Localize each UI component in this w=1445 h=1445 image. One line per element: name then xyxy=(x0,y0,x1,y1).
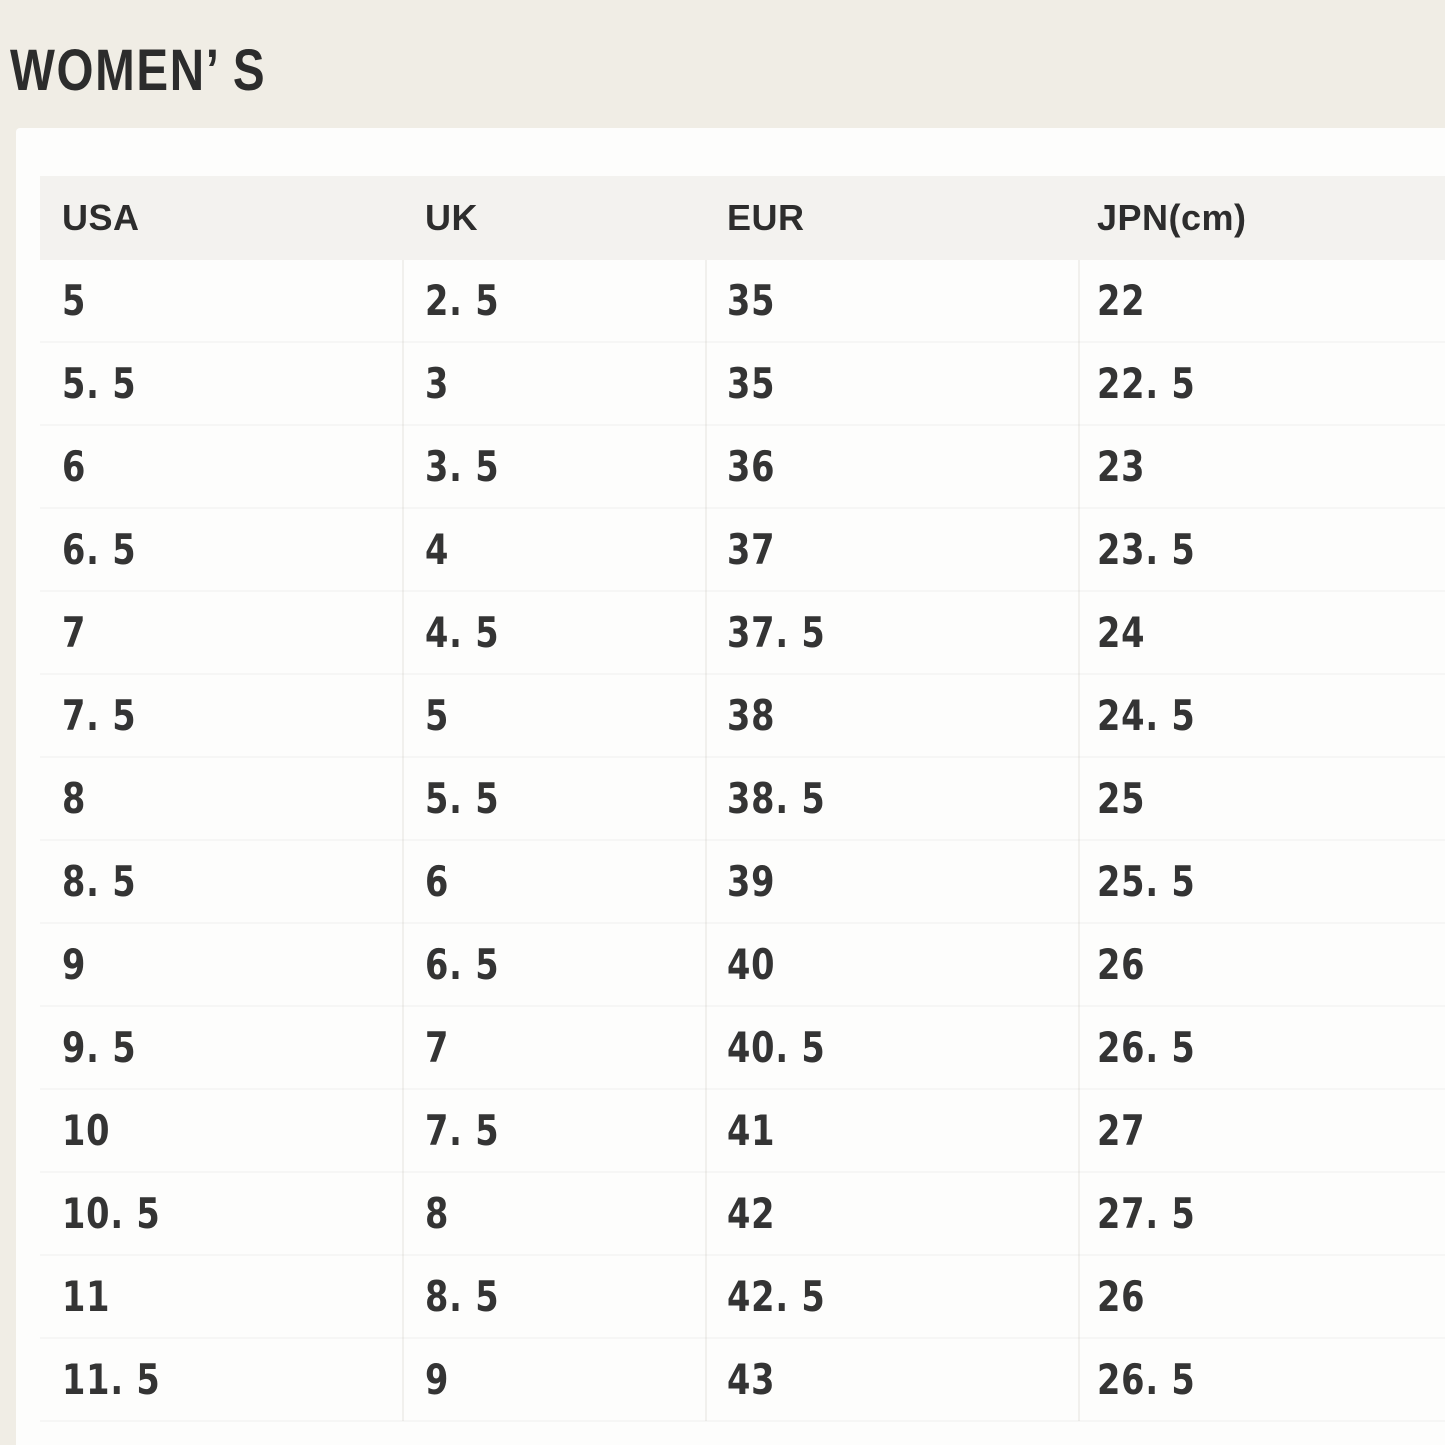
cell-usa: 11. 5 xyxy=(62,1355,161,1404)
cell-usa: 8 xyxy=(62,774,87,823)
cell-uk: 7 xyxy=(425,1023,450,1072)
table-row: 9. 5 7 40. 5 26. 5 xyxy=(40,1007,1445,1090)
cell-uk: 7. 5 xyxy=(425,1106,500,1155)
cell-uk: 4 xyxy=(425,525,450,574)
cell-uk: 3. 5 xyxy=(425,442,500,491)
cell-uk: 9 xyxy=(425,1355,450,1404)
cell-eur: 42. 5 xyxy=(727,1272,826,1321)
cell-eur: 37. 5 xyxy=(727,608,826,657)
size-chart-card: USA UK EUR JPN(cm) 5 2. 5 35 22 5. 5 3 3… xyxy=(16,128,1445,1445)
table-body: 5 2. 5 35 22 5. 5 3 35 22. 5 6 3. 5 36 2… xyxy=(40,260,1445,1422)
cell-usa: 8. 5 xyxy=(62,857,137,906)
cell-eur: 40 xyxy=(727,940,776,989)
table-row: 6 3. 5 36 23 xyxy=(40,426,1445,509)
column-divider xyxy=(402,260,404,1421)
table-row: 5. 5 3 35 22. 5 xyxy=(40,343,1445,426)
cell-jpn: 23 xyxy=(1097,442,1146,491)
page-title: WOMEN’ S xyxy=(10,38,267,103)
table-row: 7 4. 5 37. 5 24 xyxy=(40,592,1445,675)
column-header-eur: EUR xyxy=(727,197,805,238)
table-row: 8. 5 6 39 25. 5 xyxy=(40,841,1445,924)
cell-jpn: 23. 5 xyxy=(1097,525,1196,574)
cell-eur: 35 xyxy=(727,359,776,408)
cell-uk: 6 xyxy=(425,857,450,906)
cell-jpn: 27. 5 xyxy=(1097,1189,1196,1238)
cell-eur: 42 xyxy=(727,1189,776,1238)
cell-jpn: 24 xyxy=(1097,608,1146,657)
table-header-row: USA UK EUR JPN(cm) xyxy=(40,176,1445,260)
cell-usa: 6. 5 xyxy=(62,525,137,574)
cell-uk: 2. 5 xyxy=(425,276,500,325)
cell-eur: 36 xyxy=(727,442,776,491)
table-row: 11. 5 9 43 26. 5 xyxy=(40,1339,1445,1422)
cell-eur: 41 xyxy=(727,1106,776,1155)
cell-eur: 35 xyxy=(727,276,776,325)
table-row: 10 7. 5 41 27 xyxy=(40,1090,1445,1173)
cell-eur: 43 xyxy=(727,1355,776,1404)
table-row: 6. 5 4 37 23. 5 xyxy=(40,509,1445,592)
column-header-uk: UK xyxy=(425,197,478,238)
cell-eur: 38 xyxy=(727,691,776,740)
cell-usa: 5. 5 xyxy=(62,359,137,408)
column-divider xyxy=(705,260,707,1421)
table-row: 10. 5 8 42 27. 5 xyxy=(40,1173,1445,1256)
cell-jpn: 25. 5 xyxy=(1097,857,1196,906)
cell-usa: 5 xyxy=(62,276,87,325)
table-row: 7. 5 5 38 24. 5 xyxy=(40,675,1445,758)
table-row: 11 8. 5 42. 5 26 xyxy=(40,1256,1445,1339)
cell-uk: 5. 5 xyxy=(425,774,500,823)
cell-jpn: 27 xyxy=(1097,1106,1146,1155)
cell-usa: 7 xyxy=(62,608,87,657)
cell-usa: 10 xyxy=(62,1106,111,1155)
cell-jpn: 26. 5 xyxy=(1097,1023,1196,1072)
cell-jpn: 22. 5 xyxy=(1097,359,1196,408)
cell-uk: 8. 5 xyxy=(425,1272,500,1321)
cell-usa: 9. 5 xyxy=(62,1023,137,1072)
cell-jpn: 25 xyxy=(1097,774,1146,823)
cell-jpn: 26 xyxy=(1097,940,1146,989)
column-header-jpn: JPN(cm) xyxy=(1097,197,1247,238)
cell-usa: 10. 5 xyxy=(62,1189,161,1238)
cell-uk: 3 xyxy=(425,359,450,408)
cell-eur: 40. 5 xyxy=(727,1023,826,1072)
cell-jpn: 24. 5 xyxy=(1097,691,1196,740)
cell-eur: 38. 5 xyxy=(727,774,826,823)
cell-usa: 9 xyxy=(62,940,87,989)
table-row: 9 6. 5 40 26 xyxy=(40,924,1445,1007)
cell-uk: 5 xyxy=(425,691,450,740)
cell-usa: 11 xyxy=(62,1272,111,1321)
cell-uk: 8 xyxy=(425,1189,450,1238)
cell-eur: 39 xyxy=(727,857,776,906)
cell-jpn: 26. 5 xyxy=(1097,1355,1196,1404)
table-row: 5 2. 5 35 22 xyxy=(40,260,1445,343)
column-header-usa: USA xyxy=(62,197,140,238)
cell-usa: 7. 5 xyxy=(62,691,137,740)
cell-jpn: 26 xyxy=(1097,1272,1146,1321)
cell-uk: 6. 5 xyxy=(425,940,500,989)
cell-jpn: 22 xyxy=(1097,276,1146,325)
table-row: 8 5. 5 38. 5 25 xyxy=(40,758,1445,841)
cell-usa: 6 xyxy=(62,442,87,491)
cell-eur: 37 xyxy=(727,525,776,574)
size-table: USA UK EUR JPN(cm) 5 2. 5 35 22 5. 5 3 3… xyxy=(40,176,1445,1445)
cell-uk: 4. 5 xyxy=(425,608,500,657)
column-divider xyxy=(1078,260,1080,1421)
